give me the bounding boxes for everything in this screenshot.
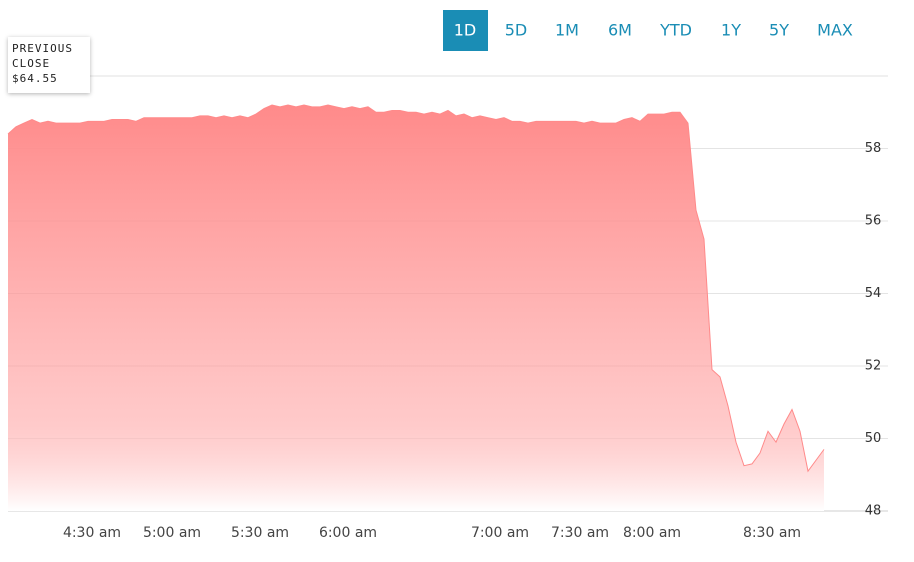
x-tick-label: 7:00 am <box>471 525 529 541</box>
previous-close: PREVIOUS CLOSE $64.55 <box>8 37 90 93</box>
range-button[interactable]: 1D <box>454 21 477 40</box>
y-tick-label: 54 <box>865 286 882 301</box>
y-tick-label: 48 <box>865 504 882 519</box>
area-line <box>7 104 825 473</box>
previous-close-value: $64.55 <box>12 72 58 85</box>
x-tick-label: 8:30 am <box>743 525 801 541</box>
range-button[interactable]: 1M <box>555 21 579 40</box>
x-tick-label: 7:30 am <box>551 525 609 541</box>
range-button[interactable]: 1Y <box>721 21 741 40</box>
y-tick-label: 58 <box>865 141 882 156</box>
range-button[interactable]: 6M <box>608 21 632 40</box>
range-button[interactable]: MAX <box>817 21 853 40</box>
area-fill <box>8 105 824 511</box>
y-tick-label: 56 <box>865 214 882 229</box>
x-tick-label: 5:30 am <box>231 525 289 541</box>
tooltip-box <box>8 37 90 93</box>
range-button[interactable]: 5D <box>505 21 528 40</box>
y-tick-label: 52 <box>865 359 882 374</box>
y-tick-label: 50 <box>865 431 882 446</box>
range-button-selected <box>443 10 488 51</box>
previous-close-box: PREVIOUS CLOSE $64.55 <box>12 42 73 85</box>
x-tick-label: 5:00 am <box>143 525 201 541</box>
range-button[interactable]: YTD <box>659 21 692 40</box>
x-tick-label: 4:30 am <box>63 525 121 541</box>
x-tick-label: 8:00 am <box>623 525 681 541</box>
range-button[interactable]: 5Y <box>769 21 789 40</box>
x-tick-label: 6:00 am <box>319 525 377 541</box>
previous-close-label: PREVIOUS CLOSE <box>12 42 73 70</box>
